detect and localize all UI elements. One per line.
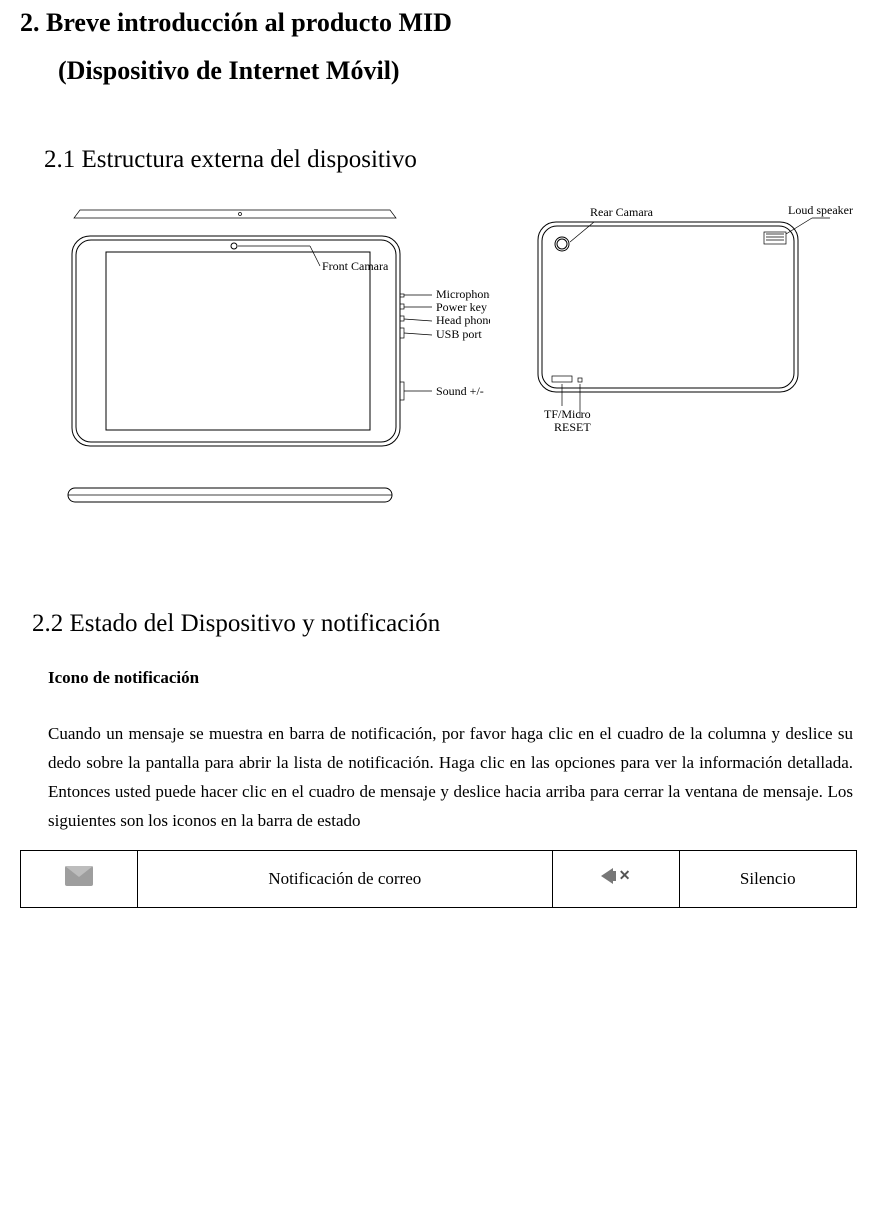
subsection-2-1: 2.1 Estructura externa del dispositivo [44,146,857,174]
label-reset: RESET [554,420,591,434]
table-row: Notificación de correo ✕ Silencio [21,850,857,907]
label-microphone: Microphone [436,287,490,301]
device-structure-diagram: Front Camara Microphone Power key Head p… [60,204,857,510]
notification-icon-heading: Icono de notificación [48,668,857,688]
loudspeaker-grille [764,232,786,244]
label-loud-speaker: Loud speaker [788,204,853,217]
label-power-key: Power key [436,300,487,314]
mail-label-cell: Notificación de correo [138,850,553,907]
mute-label-cell: Silencio [679,850,856,907]
subsection-2-2: 2.2 Estado del Dispositivo y notificació… [32,610,857,638]
label-tf-micro: TF/Micro [544,407,591,421]
section-heading-line2: (Dispositivo de Internet Móvil) [58,56,857,86]
front-view-diagram: Front Camara Microphone Power key Head p… [60,204,490,464]
mail-icon-cell [21,850,138,907]
mail-icon [65,866,93,886]
label-headphone-jack: Head phone Jack [436,313,490,327]
mute-icon: ✕ [601,868,631,885]
mute-icon-cell: ✕ [552,850,679,907]
status-icons-table: Notificación de correo ✕ Silencio [20,850,857,908]
label-sound: Sound +/- [436,384,484,398]
section-heading-line1: 2. Breve introducción al producto MID [20,8,857,38]
label-usb-port: USB port [436,327,482,341]
label-rear-camera: Rear Camara [590,205,654,219]
label-front-camera: Front Camara [322,259,389,273]
notification-paragraph: Cuando un mensaje se muestra en barra de… [48,720,857,836]
bottom-edge-diagram [60,484,400,510]
rear-view-diagram: Rear Camara Loud speaker TF/Micro RESET [530,204,857,444]
